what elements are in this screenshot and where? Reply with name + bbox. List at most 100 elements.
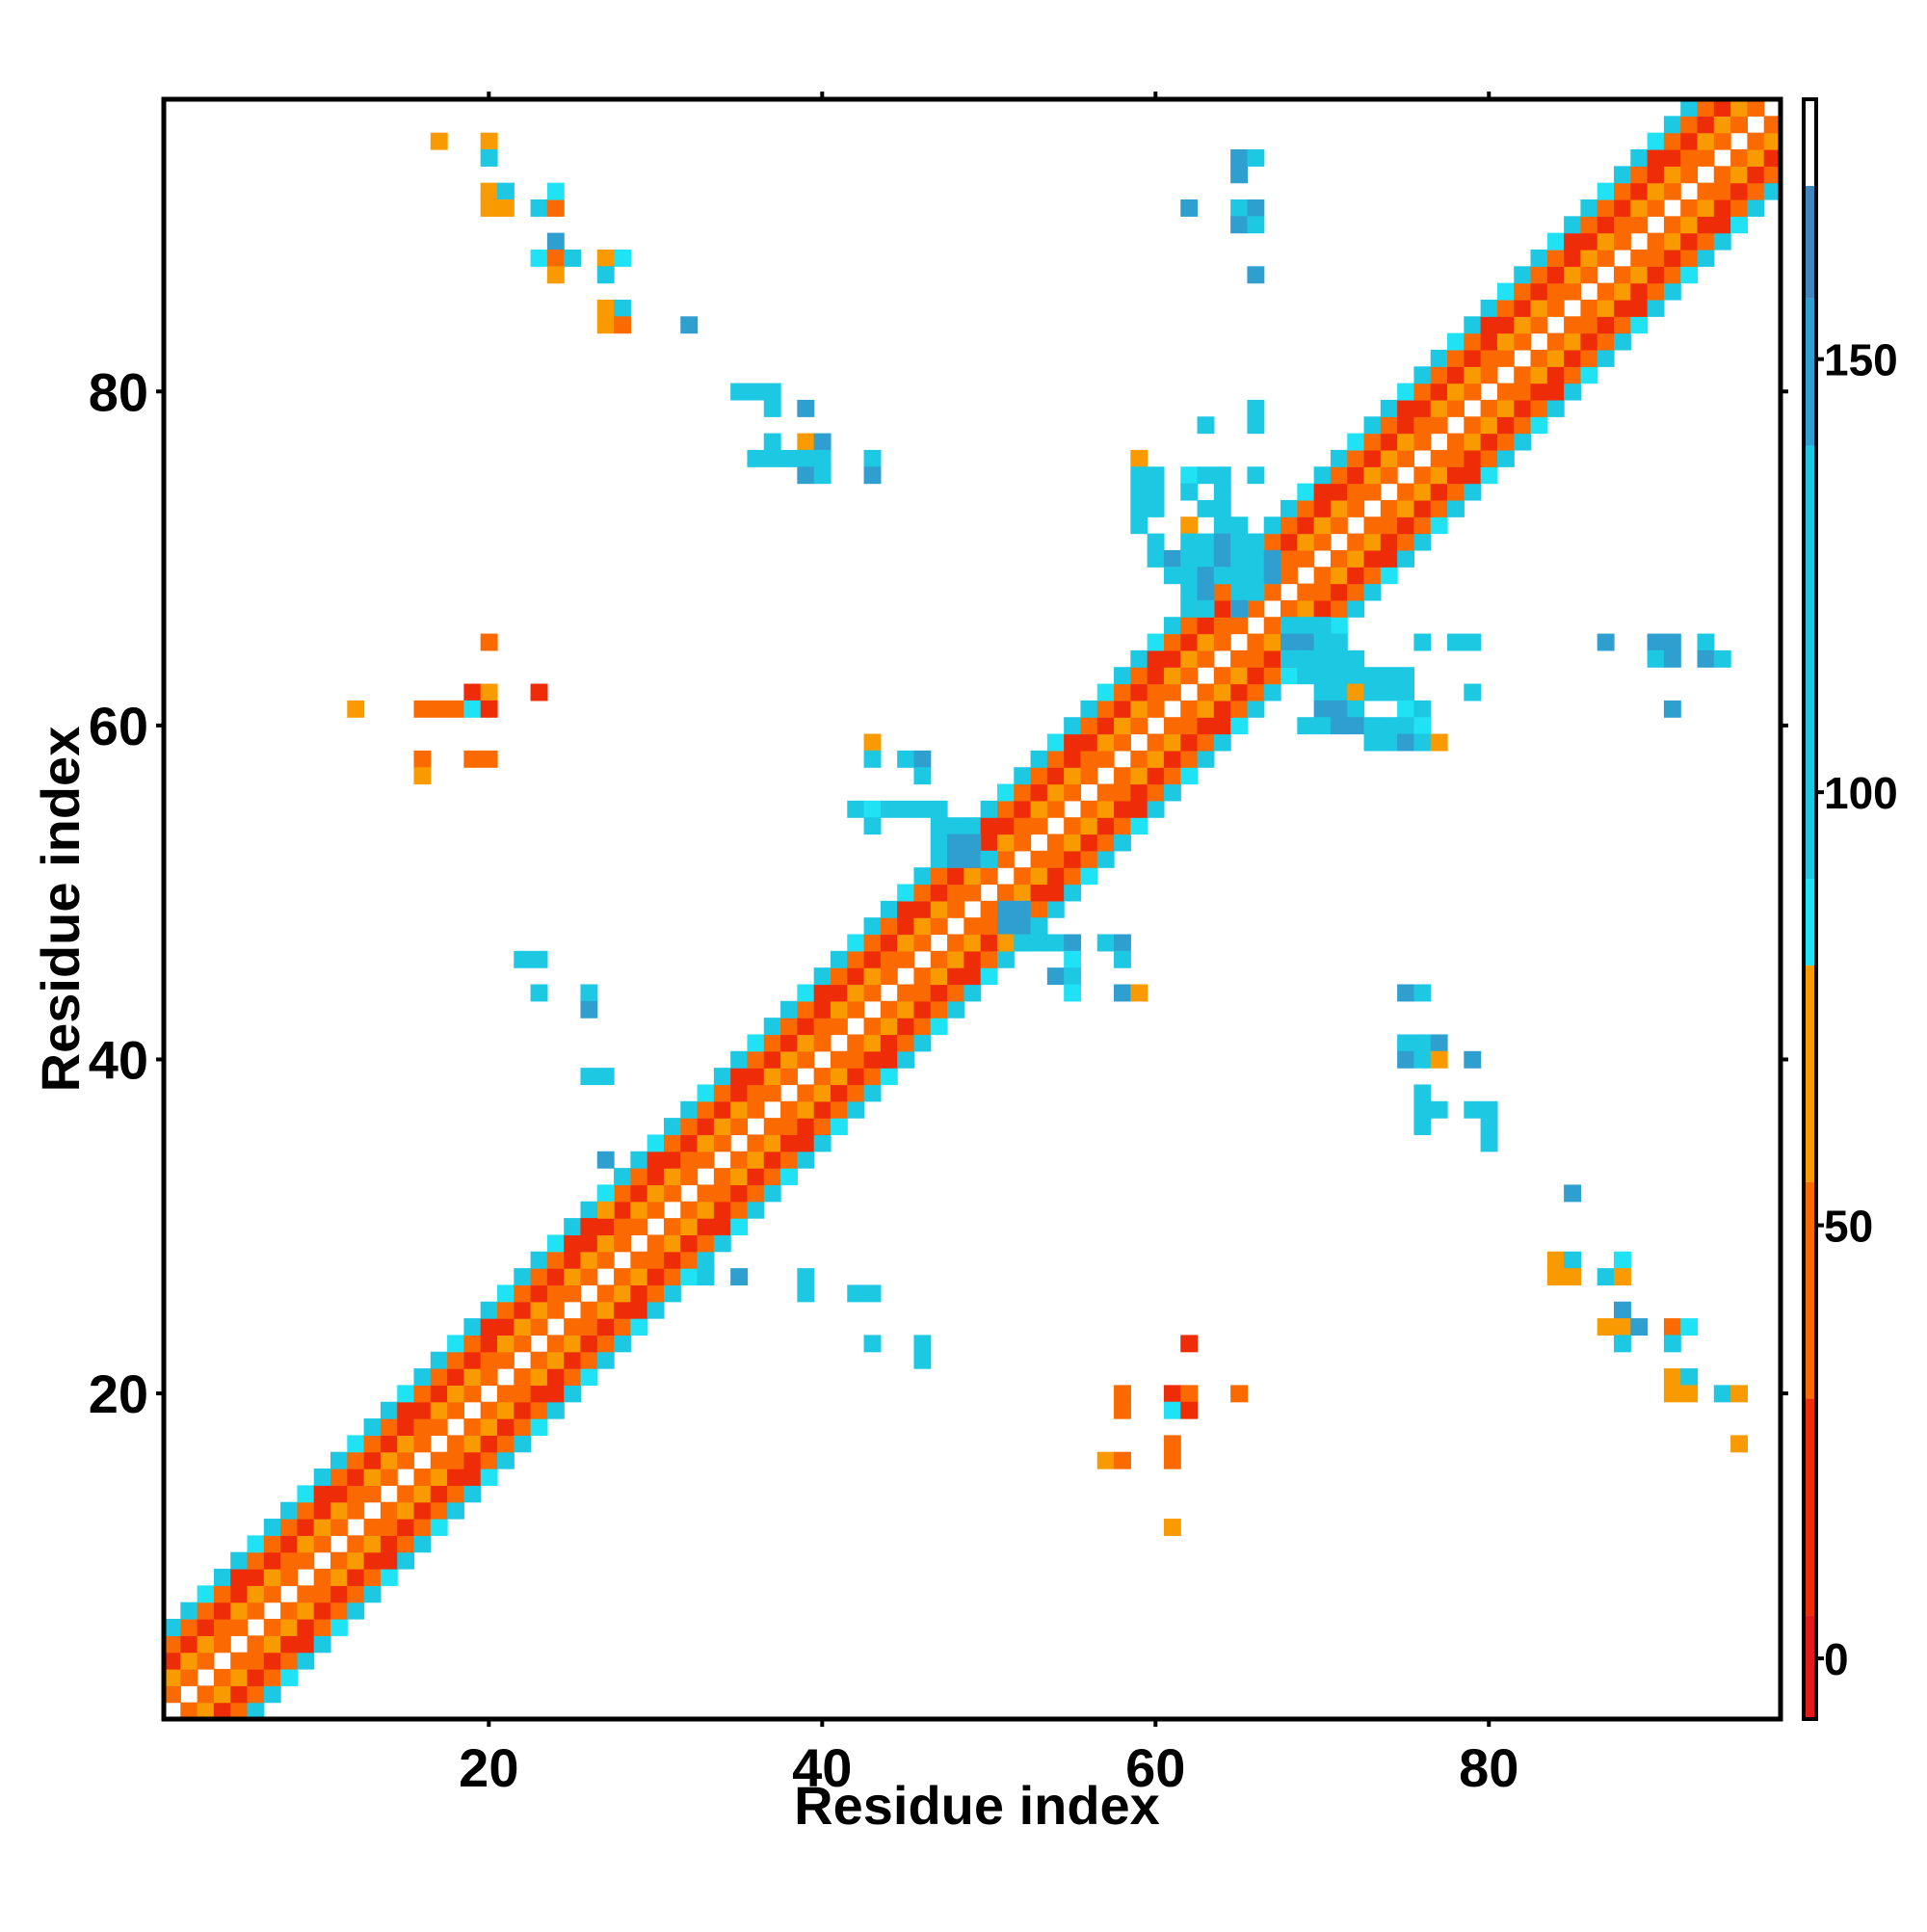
heatmap-cell — [897, 884, 915, 902]
heatmap-cell — [1230, 533, 1249, 551]
heatmap-cell — [680, 1168, 699, 1186]
heatmap-cell — [530, 1251, 548, 1269]
heatmap-cell — [647, 1301, 665, 1319]
heatmap-cell — [514, 1385, 532, 1403]
heatmap-cell — [614, 299, 631, 317]
colorbar-frame — [1802, 97, 1818, 1721]
heatmap-cell — [213, 1601, 231, 1620]
heatmap-cell — [1030, 850, 1048, 868]
heatmap-cell — [1297, 483, 1315, 501]
heatmap-cell — [530, 1301, 548, 1319]
heatmap-cell — [1530, 349, 1548, 367]
heatmap-cell — [1280, 599, 1298, 618]
heatmap-cell — [1697, 649, 1715, 668]
heatmap-cell — [430, 1418, 448, 1436]
heatmap-cell — [830, 1000, 848, 1019]
heatmap-cell — [1464, 332, 1482, 351]
heatmap-cell — [930, 984, 948, 1002]
heatmap-cell — [930, 817, 948, 835]
heatmap-cell — [1447, 633, 1465, 651]
heatmap-cell — [1663, 166, 1681, 184]
heatmap-cell — [1546, 383, 1565, 401]
heatmap-cell — [1380, 567, 1398, 585]
heatmap-cell — [1197, 599, 1215, 618]
heatmap-cell — [1163, 1401, 1181, 1419]
heatmap-cell — [1514, 316, 1532, 334]
heatmap-cell — [747, 1134, 765, 1152]
heatmap-cell — [230, 1619, 249, 1636]
heatmap-cell — [347, 700, 365, 718]
heatmap-cell — [996, 950, 1015, 968]
heatmap-cell — [614, 1168, 631, 1186]
heatmap-cell — [1163, 733, 1181, 752]
heatmap-cell — [1263, 617, 1281, 635]
heatmap-cell — [430, 1401, 448, 1419]
heatmap-cell — [1663, 216, 1681, 234]
heatmap-cell — [313, 1601, 331, 1620]
heatmap-cell — [596, 316, 615, 334]
heatmap-cell — [980, 967, 998, 986]
heatmap-cell — [247, 1702, 265, 1720]
heatmap-cell — [863, 1018, 882, 1036]
heatmap-cell — [1114, 934, 1131, 952]
heatmap-cell — [780, 1050, 798, 1069]
heatmap-cell — [530, 1368, 548, 1386]
heatmap-cell — [197, 1619, 215, 1636]
heatmap-cell — [1347, 717, 1365, 735]
heatmap-cell — [1530, 366, 1548, 384]
heatmap-cell — [580, 1335, 598, 1353]
heatmap-cell — [197, 1585, 215, 1603]
heatmap-cell — [1496, 449, 1515, 467]
heatmap-cell — [1096, 733, 1115, 752]
heatmap-cell — [1030, 817, 1048, 835]
heatmap-cell — [780, 1034, 798, 1052]
heatmap-cell — [730, 1168, 749, 1186]
heatmap-cells — [164, 99, 1782, 1720]
heatmap-cell — [1263, 516, 1281, 535]
heatmap-cell — [230, 1585, 249, 1603]
heatmap-cell — [1464, 349, 1482, 367]
heatmap-cell — [247, 1569, 265, 1586]
heatmap-cell — [397, 1519, 415, 1536]
heatmap-cell — [630, 1201, 648, 1219]
heatmap-cell — [1630, 1318, 1649, 1337]
heatmap-cell — [1546, 1251, 1565, 1269]
heatmap-cell — [197, 1652, 215, 1670]
heatmap-cell — [1464, 1050, 1482, 1069]
heatmap-cell — [1564, 249, 1582, 267]
heatmap-cell — [1330, 633, 1348, 651]
heatmap-cell — [930, 950, 948, 968]
heatmap-cell — [1247, 533, 1265, 551]
heatmap-cell — [1313, 567, 1332, 585]
heatmap-cell — [797, 1100, 815, 1119]
heatmap-cell — [347, 1485, 365, 1503]
heatmap-cell — [530, 1351, 548, 1369]
heatmap-cell — [496, 1418, 515, 1436]
heatmap-cell — [564, 1268, 582, 1286]
heatmap-cell — [546, 1251, 565, 1269]
heatmap-cell — [1413, 366, 1432, 384]
heatmap-cell — [630, 1251, 648, 1269]
heatmap-cell — [730, 1050, 749, 1069]
heatmap-cell — [763, 1134, 781, 1152]
heatmap-cell — [813, 967, 832, 986]
heatmap-cell — [1064, 767, 1082, 785]
heatmap-cell — [297, 1652, 315, 1670]
heatmap-cell — [1713, 198, 1731, 217]
heatmap-cell — [863, 917, 882, 936]
heatmap-cell — [1663, 249, 1681, 267]
heatmap-cell — [1430, 416, 1448, 435]
colorbar-band — [1804, 185, 1816, 299]
heatmap-cell — [297, 1551, 315, 1570]
heatmap-cell — [880, 934, 898, 952]
heatmap-cell — [1447, 499, 1465, 517]
heatmap-cell — [1280, 617, 1298, 635]
heatmap-cell — [1080, 800, 1098, 818]
heatmap-cell — [1014, 884, 1032, 902]
heatmap-cell — [1713, 216, 1731, 234]
heatmap-cell — [1046, 884, 1065, 902]
heatmap-cell — [1280, 499, 1298, 517]
heatmap-cell — [1713, 116, 1731, 134]
heatmap-cell — [1080, 867, 1098, 886]
